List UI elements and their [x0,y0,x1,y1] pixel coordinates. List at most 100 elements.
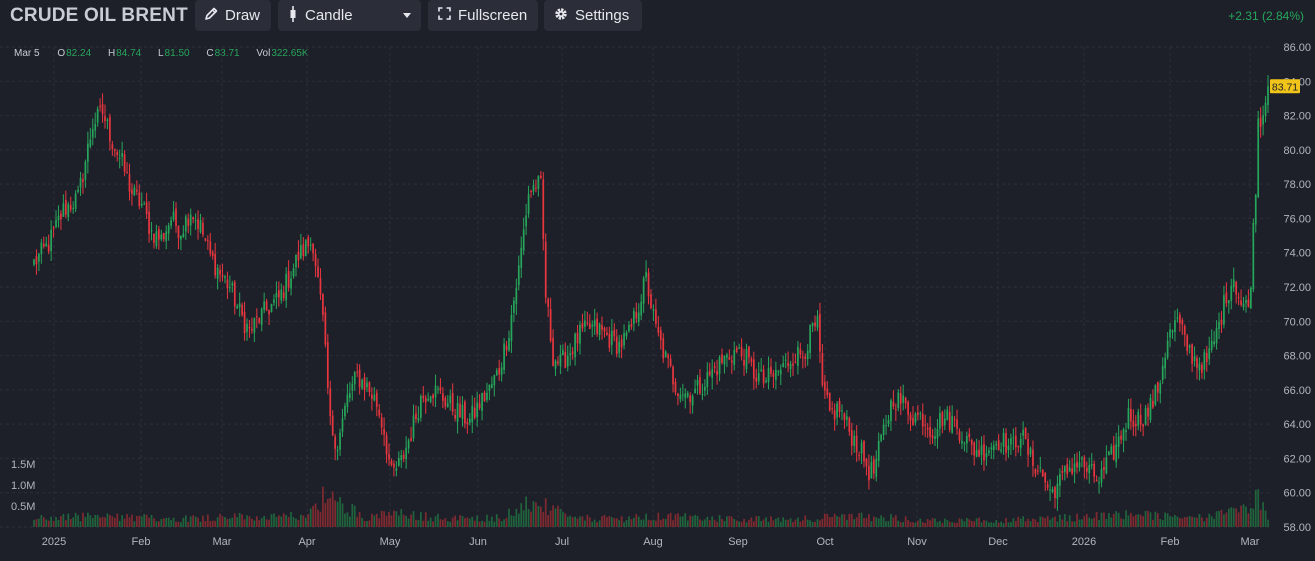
volume-bar [468,518,471,527]
volume-bar [860,512,863,527]
candle-body [464,401,466,424]
candle-body [192,217,195,220]
candle-body [1044,472,1047,483]
time-axis-label: Aug [643,536,663,548]
volume-bar [434,516,437,527]
volume-bar [1041,517,1044,527]
volume-bar [1010,522,1012,527]
candle-body [300,245,302,259]
volume-bar [314,503,317,527]
candle-body [757,373,760,382]
volume-bar [1127,515,1130,527]
volume-bar [410,514,412,527]
volume-bar [486,514,488,527]
candle-body [434,385,437,398]
candle-body [850,430,853,446]
volume-bar [45,519,48,527]
candle-body [243,311,246,333]
candle-body [1240,300,1242,305]
candle-body [902,395,905,403]
legend-close-value: 83.71 [214,48,240,59]
price-axis-label: 66.00 [1283,385,1311,397]
volume-bar [740,521,743,527]
fullscreen-button[interactable]: Fullscreen [428,0,538,31]
candle-body [677,393,679,397]
volume-bar [175,521,177,527]
volume-bar [701,520,704,527]
candle-body [804,356,807,359]
volume-bar [894,515,897,527]
volume-bar [128,517,131,527]
candle-body [730,360,733,363]
volume-bar [1012,518,1015,527]
candle-body [1051,489,1054,493]
price-axis-label: 64.00 [1283,419,1311,431]
volume-bar [899,522,902,527]
candle-body [549,309,552,341]
volume-bar [593,519,596,527]
candle-body [1156,381,1159,393]
volume-bar [853,519,856,527]
volume-bar [579,516,581,527]
volume-bar [770,516,772,527]
volume-bar [268,519,270,527]
volume-bar [843,514,846,527]
candle-body [104,116,106,122]
volume-bar [1049,519,1051,527]
volume-bar [180,522,182,527]
volume-bar [395,511,398,527]
volume-bar [782,517,785,527]
candle-body [1149,397,1152,421]
candle-body [1205,352,1208,363]
candle-body [131,189,133,195]
volume-bar [635,514,638,527]
volume-bar [280,516,283,527]
volume-bar [657,512,660,527]
volume-bar [887,521,890,527]
candle-body [853,435,856,446]
volume-bar [799,521,802,527]
candle-body [1061,471,1064,473]
settings-button[interactable]: Settings [544,0,642,31]
draw-button[interactable]: Draw [195,0,271,31]
candle-body [1083,457,1086,468]
volume-bar [307,514,310,527]
volume-bar [138,515,141,527]
volume-bar [559,508,562,527]
volume-bar [992,522,995,527]
chart-type-dropdown[interactable]: Candle [278,0,421,31]
candle-body [1144,408,1147,425]
volume-bar [356,516,359,527]
candle-body [904,397,907,404]
volume-bar [358,512,361,527]
volume-bar [674,514,677,527]
candle-body [38,253,40,262]
candlestick-chart[interactable]: 86.0084.0082.0080.0078.0076.0074.0072.00… [0,36,1315,561]
volume-bar [846,519,848,527]
candle-body [143,203,146,205]
candle-body [811,323,814,327]
volume-bar [1137,514,1140,527]
volume-bar [1267,519,1269,527]
candle-body [806,350,809,360]
volume-bar [990,522,993,527]
volume-bar [67,513,70,527]
candle-body [588,323,591,329]
volume-bar [1095,511,1098,527]
volume-bar [1103,512,1105,527]
volume-bar [738,521,740,527]
volume-bar [309,508,312,527]
candle-body [571,351,574,354]
volume-bar [380,510,383,527]
candle-body [797,346,799,366]
volume-bar [664,519,667,527]
price-axis-label: 74.00 [1283,248,1311,260]
candle-body [951,416,954,433]
candle-body [1122,429,1125,441]
volume-bar [806,519,809,527]
volume-bar [209,521,212,527]
volume-bar [126,514,128,527]
candle-body [748,346,750,358]
candle-body [1085,467,1088,472]
volume-bar [598,520,601,527]
